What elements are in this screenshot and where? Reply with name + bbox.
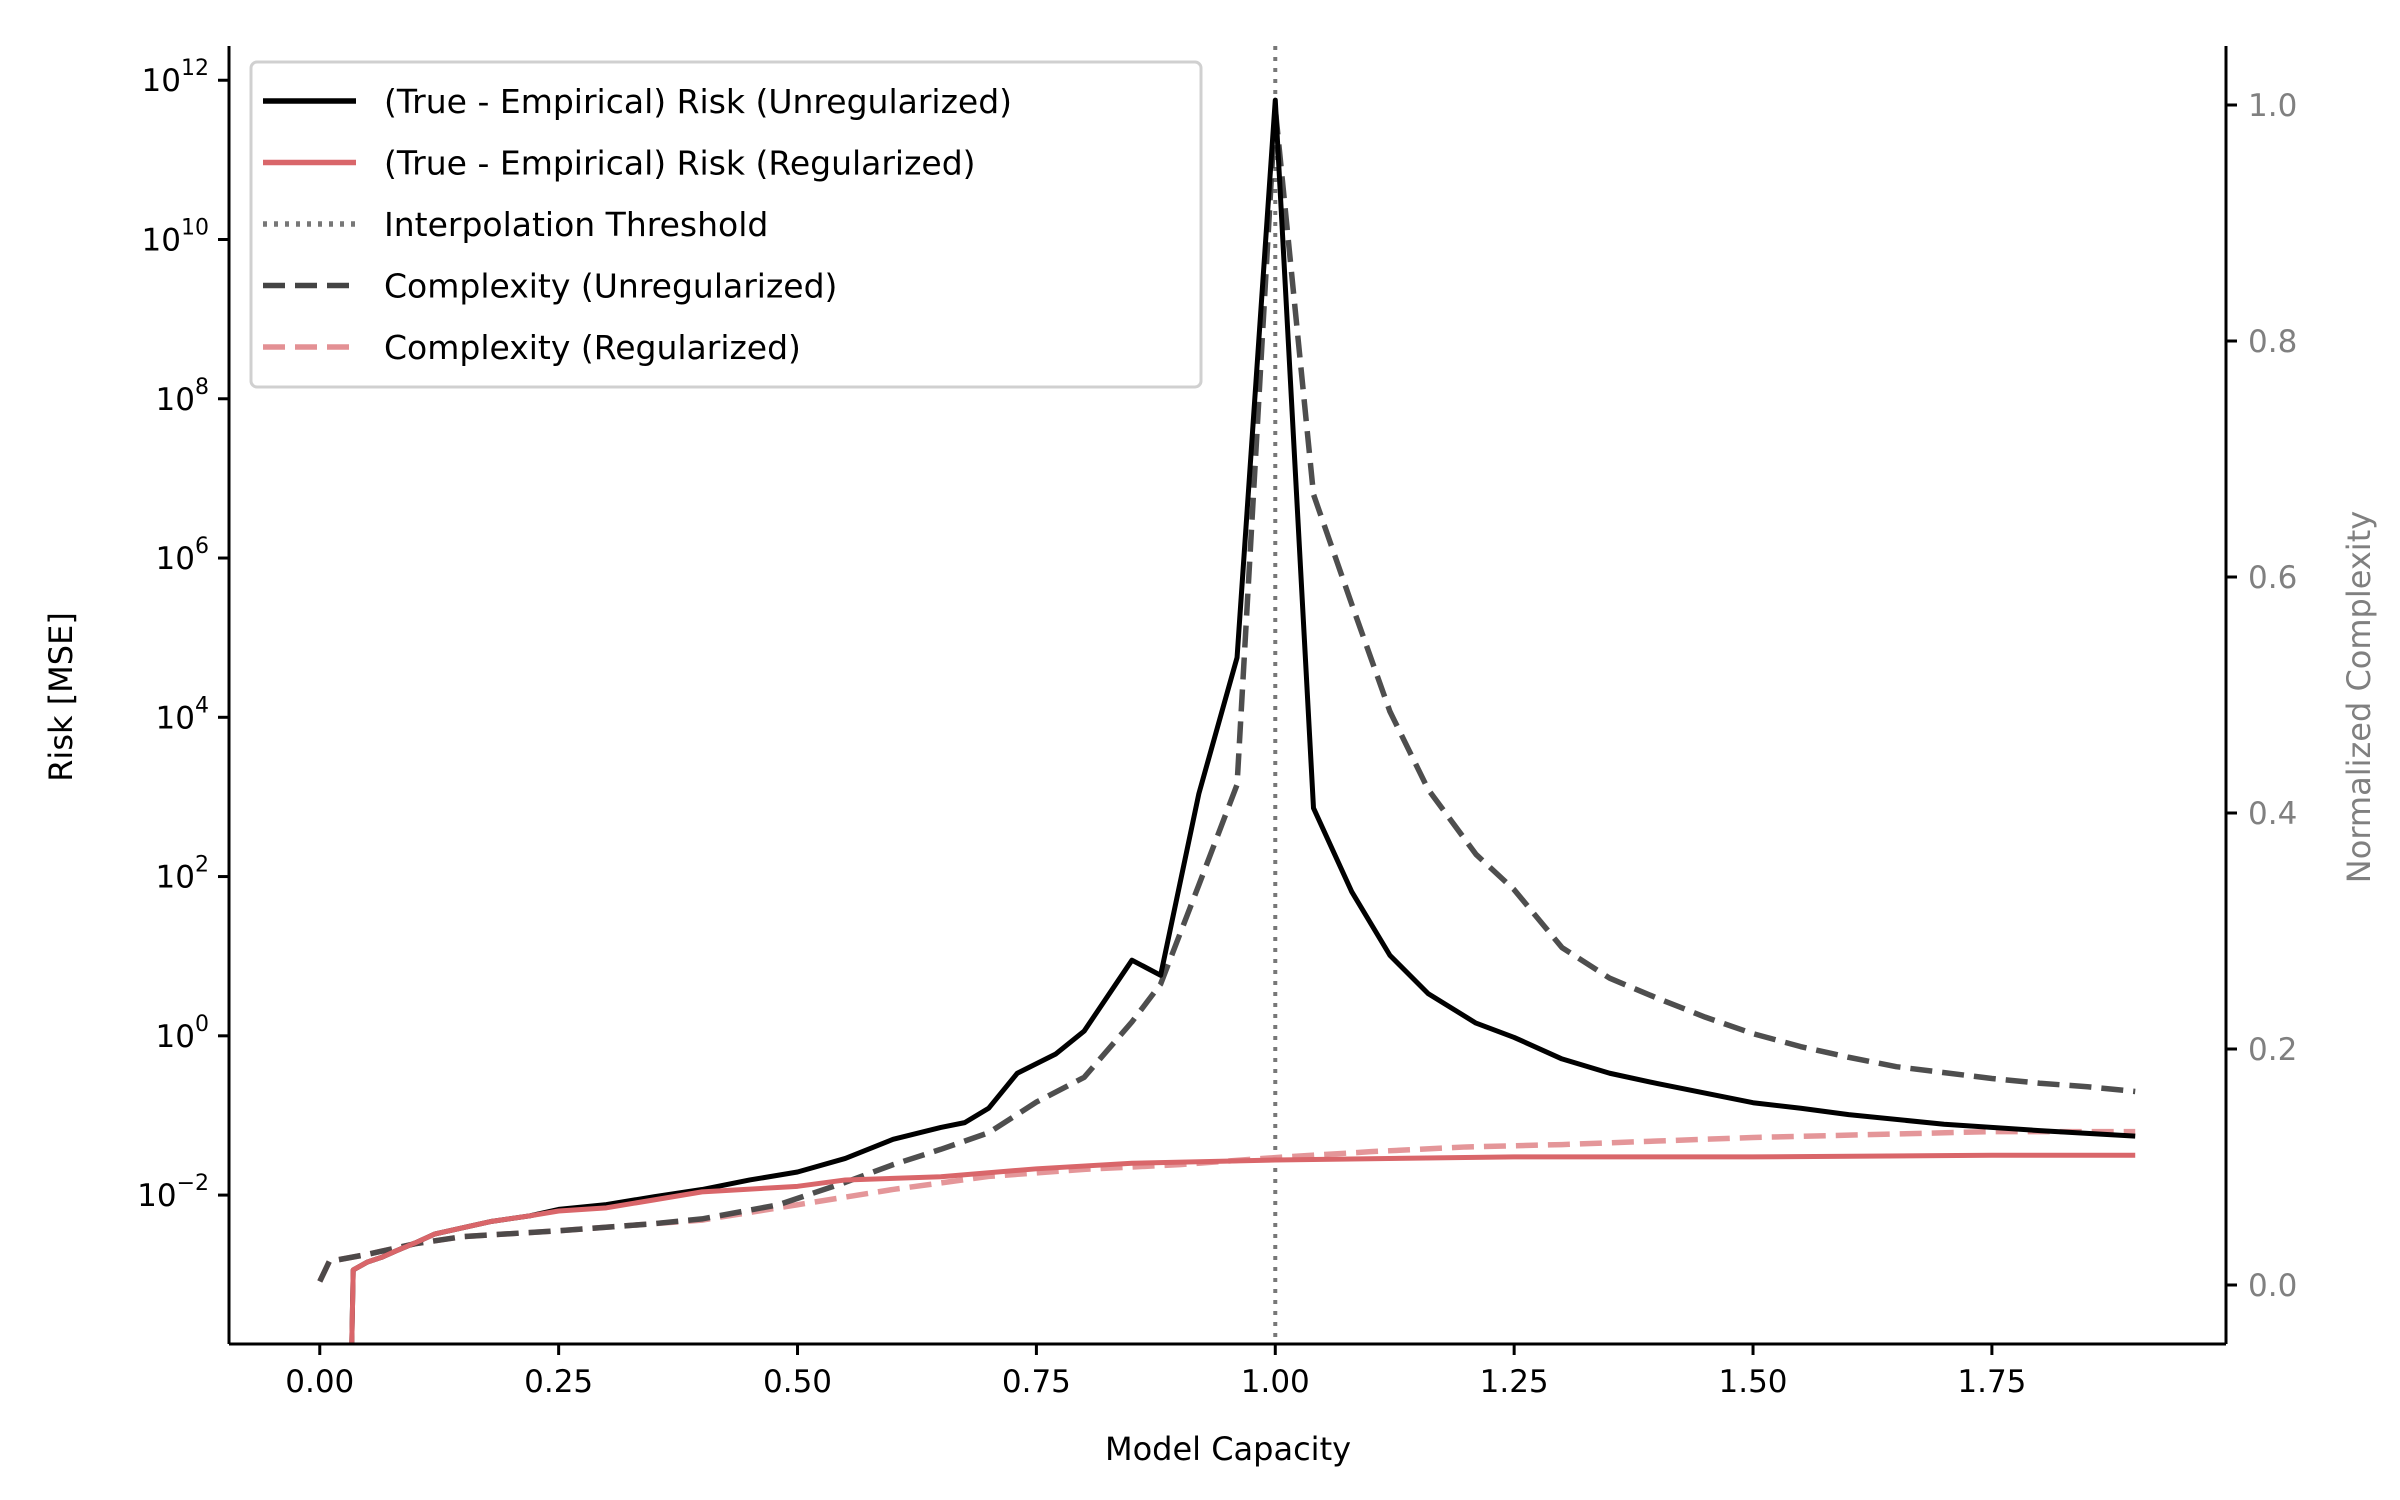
y-right-tick-label: 0.0	[2248, 1268, 2297, 1304]
series-layer	[317, 46, 2136, 1344]
y-right-tick-label: 0.8	[2248, 324, 2297, 360]
x-tick-label: 1.00	[1241, 1364, 1310, 1400]
y-tick-label: 10−2	[137, 1171, 209, 1214]
y-right-tick-label: 0.4	[2248, 796, 2297, 832]
legend-frame	[249, 60, 1203, 389]
y-tick-label: 104	[156, 693, 209, 736]
legend-label: Complexity (Regularized)	[384, 328, 801, 367]
y-axis-label: Risk [MSE]	[42, 612, 80, 782]
legend-label: Complexity (Unregularized)	[384, 267, 837, 306]
x-tick-label: 0.25	[524, 1364, 593, 1400]
series-line-1	[349, 1152, 2136, 1344]
y-tick-base: 10	[142, 223, 181, 259]
y-tick-exponent: 2	[195, 853, 209, 878]
y-tick-exponent: 10	[181, 216, 209, 241]
legend-label: (True - Empirical) Risk (Regularized)	[384, 144, 976, 183]
y-tick-base: 10	[156, 382, 195, 418]
y-tick-label: 1010	[142, 216, 209, 259]
y-right-tick-label: 1.0	[2248, 88, 2297, 124]
y-axis-right-label: Normalized Complexity	[2340, 511, 2378, 883]
axes-layer: 0.00 0.25 0.50 0.75 1.00 1.25 1.50 1.7510−21001…	[137, 46, 2297, 1400]
series-line-2	[317, 105, 2136, 1283]
y-tick-exponent: 4	[195, 693, 209, 718]
y-tick-base: 10	[156, 700, 195, 736]
legend-label: Interpolation Threshold	[384, 205, 768, 244]
y-tick-label: 106	[156, 534, 209, 577]
series-line-3	[317, 1128, 2136, 1283]
y-tick-exponent: 12	[181, 56, 209, 81]
y-right-tick-label: 0.2	[2248, 1032, 2297, 1068]
y-tick-base: 10	[142, 63, 181, 99]
y-right-tick-label: 0.6	[2248, 560, 2297, 596]
y-tick-label: 100	[156, 1012, 209, 1055]
legend: (True - Empirical) Risk (Unregularized) (…	[249, 60, 1203, 389]
y-tick-exponent: 0	[195, 1012, 209, 1037]
x-tick-label: 1.75	[1957, 1364, 2026, 1400]
y-tick-label: 1012	[142, 56, 209, 99]
x-tick-label: 1.25	[1480, 1364, 1549, 1400]
y-tick-label: 102	[156, 853, 209, 896]
y-tick-label: 108	[156, 375, 209, 418]
y-tick-exponent: 6	[195, 534, 209, 559]
legend-label: (True - Empirical) Risk (Unregularized)	[384, 82, 1012, 121]
y-tick-exponent: −2	[177, 1171, 209, 1196]
y-tick-exponent: 8	[195, 375, 209, 400]
x-tick-label: 1.50	[1719, 1364, 1788, 1400]
x-tick-label: 0.75	[1002, 1364, 1071, 1400]
y-tick-base: 10	[156, 1019, 195, 1055]
y-tick-base: 10	[156, 860, 195, 896]
x-axis-label: Model Capacity	[1105, 1430, 1351, 1468]
y-tick-base: 10	[137, 1178, 176, 1214]
x-tick-label: 0.00	[285, 1364, 354, 1400]
y-tick-base: 10	[156, 541, 195, 577]
x-tick-label: 0.50	[763, 1364, 832, 1400]
